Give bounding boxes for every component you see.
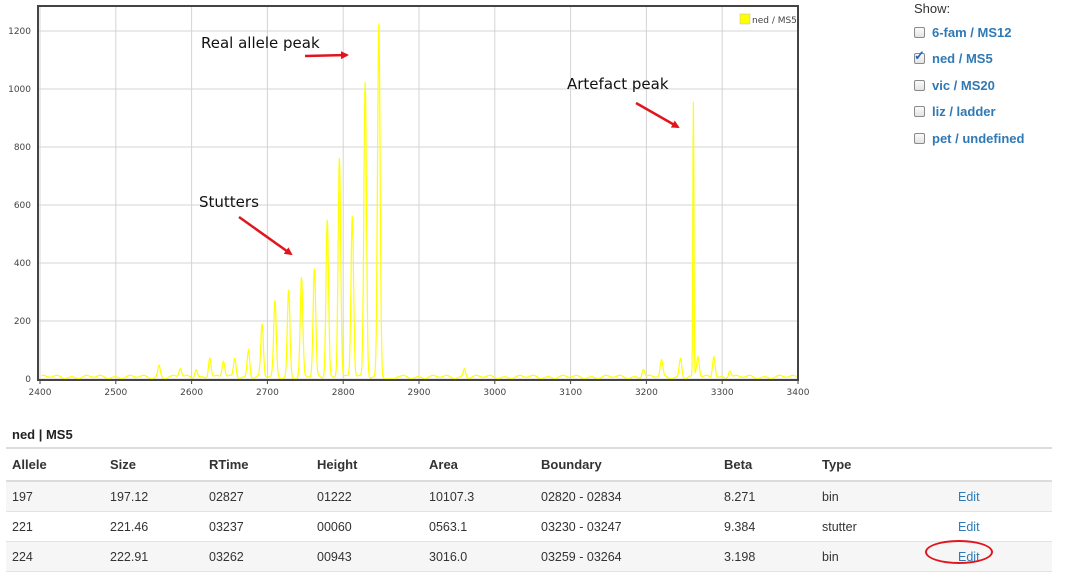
column-header-rtime[interactable]: RTime <box>203 447 311 482</box>
table-row: 224 222.91 03262 00943 3016.0 03259 - 03… <box>6 539 1052 572</box>
show-toggle-pet[interactable]: pet / undefined <box>914 128 1024 148</box>
cell-area: 3016.0 <box>423 541 535 572</box>
column-header-size[interactable]: Size <box>104 447 203 482</box>
show-toggle-6fam[interactable]: 6-fam / MS12 <box>914 22 1011 42</box>
cell-beta: 8.271 <box>718 481 816 512</box>
show-toggle-label[interactable]: vic / MS20 <box>932 77 995 93</box>
table-title: ned | MS5 <box>12 427 73 442</box>
highlight-ring <box>925 539 993 564</box>
y-tick-label: 0 <box>25 375 31 385</box>
show-toggle-label[interactable]: 6-fam / MS12 <box>932 24 1012 40</box>
y-tick-label: 200 <box>14 317 31 327</box>
checkbox-checked[interactable]: ✓ <box>914 48 925 64</box>
checkmark-icon: ✓ <box>914 47 925 63</box>
cell-type: bin <box>816 481 952 512</box>
y-tick-label: 1200 <box>8 27 31 37</box>
checkbox[interactable] <box>914 26 925 38</box>
x-axis-ticks: 2400 2500 2600 2700 2800 2900 3000 3100 3200 3300… <box>29 380 810 398</box>
legend-label: ned / MS5 <box>752 16 797 26</box>
electropherogram-chart: 2400 2500 2600 2700 2800 2900 3000 3100 3200 3300… <box>8 5 810 398</box>
cell-boundary: 02820 - 02834 <box>535 481 718 512</box>
cell-actions: Edit <box>952 481 1052 512</box>
trace-group <box>41 23 797 380</box>
x-tick-label: 3200 <box>635 388 658 398</box>
show-toggle-vic[interactable]: vic / MS20 <box>914 75 995 95</box>
column-header-beta[interactable]: Beta <box>718 447 816 482</box>
show-toggle-label[interactable]: ned / MS5 <box>932 50 993 66</box>
alleles-table: Allele Size RTime Height Area Boundary B… <box>6 447 1052 572</box>
cell-boundary: 03259 - 03264 <box>535 541 718 572</box>
x-tick-label: 3100 <box>559 388 582 398</box>
column-header-type[interactable]: Type <box>816 447 952 482</box>
edit-link[interactable]: Edit <box>958 519 980 534</box>
cell-height: 01222 <box>311 481 423 512</box>
edit-link[interactable]: Edit <box>958 489 980 504</box>
annotation-label: Artefact peak <box>567 75 669 93</box>
table-row: 221 221.46 03237 00060 0563.1 03230 - 03… <box>6 511 1052 542</box>
y-tick-label: 400 <box>14 259 31 269</box>
y-tick-label: 800 <box>14 143 31 153</box>
x-tick-label: 2700 <box>256 388 279 398</box>
x-tick-label: 2800 <box>332 388 355 398</box>
table-row: 197 197.12 02827 01222 10107.3 02820 - 0… <box>6 481 1052 512</box>
x-tick-label: 3300 <box>711 388 734 398</box>
annotation-label: Stutters <box>199 193 259 211</box>
column-header-boundary[interactable]: Boundary <box>535 447 718 482</box>
show-toggle-liz[interactable]: liz / ladder <box>914 101 996 121</box>
annotation-arrow <box>635 101 680 129</box>
cell-actions: Edit <box>952 511 1052 542</box>
column-header-actions <box>952 447 1052 482</box>
cell-rtime: 03237 <box>203 511 311 542</box>
y-tick-label: 1000 <box>8 85 31 95</box>
cell-allele: 221 <box>6 511 104 542</box>
cell-beta: 9.384 <box>718 511 816 542</box>
cell-height: 00943 <box>311 541 423 572</box>
annotations: Real allele peak Stutters Artefact peak <box>199 34 680 256</box>
cell-type: stutter <box>816 511 952 542</box>
x-tick-label: 2400 <box>29 388 52 398</box>
trace-line-ned-ms5 <box>41 23 797 380</box>
cell-area: 0563.1 <box>423 511 535 542</box>
cell-actions: Edit <box>925 539 1052 572</box>
plot-area <box>38 6 798 380</box>
cell-area: 10107.3 <box>423 481 535 512</box>
cell-boundary: 03230 - 03247 <box>535 511 718 542</box>
show-toggle-label[interactable]: liz / ladder <box>932 103 996 119</box>
show-panel: Show: 6-fam / MS12 ✓ ned / MS5 vic / MS2… <box>914 0 1064 146</box>
x-tick-label: 2500 <box>104 388 127 398</box>
column-header-allele[interactable]: Allele <box>6 447 104 482</box>
column-header-height[interactable]: Height <box>311 447 423 482</box>
cell-size: 222.91 <box>104 541 203 572</box>
annotation-arrow <box>304 51 349 60</box>
table-header-row: Allele Size RTime Height Area Boundary B… <box>6 447 1052 482</box>
cell-size: 197.12 <box>104 481 203 512</box>
cell-size: 221.46 <box>104 511 203 542</box>
legend: ned / MS5 <box>739 13 797 26</box>
x-tick-label: 3400 <box>787 388 810 398</box>
checkbox[interactable] <box>914 105 925 117</box>
y-axis-ticks: 0 200 400 600 800 1000 1200 <box>8 27 31 385</box>
highlighted-edit: Edit <box>925 539 993 564</box>
cell-allele: 197 <box>6 481 104 512</box>
plot-border <box>37 5 799 381</box>
cell-height: 00060 <box>311 511 423 542</box>
cell-rtime: 03262 <box>203 541 311 572</box>
y-tick-label: 600 <box>14 201 31 211</box>
show-toggle-label[interactable]: pet / undefined <box>932 130 1025 146</box>
show-toggle-ned[interactable]: ✓ ned / MS5 <box>914 48 993 68</box>
legend-swatch <box>739 13 751 25</box>
cell-beta: 3.198 <box>718 541 816 572</box>
cell-rtime: 02827 <box>203 481 311 512</box>
x-tick-label: 2600 <box>180 388 203 398</box>
checkbox[interactable] <box>914 79 925 91</box>
cell-allele: 224 <box>6 541 104 572</box>
annotation-label: Real allele peak <box>201 34 320 52</box>
checkbox[interactable] <box>914 132 925 144</box>
annotation-arrow <box>238 215 293 256</box>
x-tick-label: 3000 <box>483 388 506 398</box>
show-panel-title: Show: <box>914 1 951 16</box>
x-tick-label: 2900 <box>408 388 431 398</box>
column-header-area[interactable]: Area <box>423 447 535 482</box>
